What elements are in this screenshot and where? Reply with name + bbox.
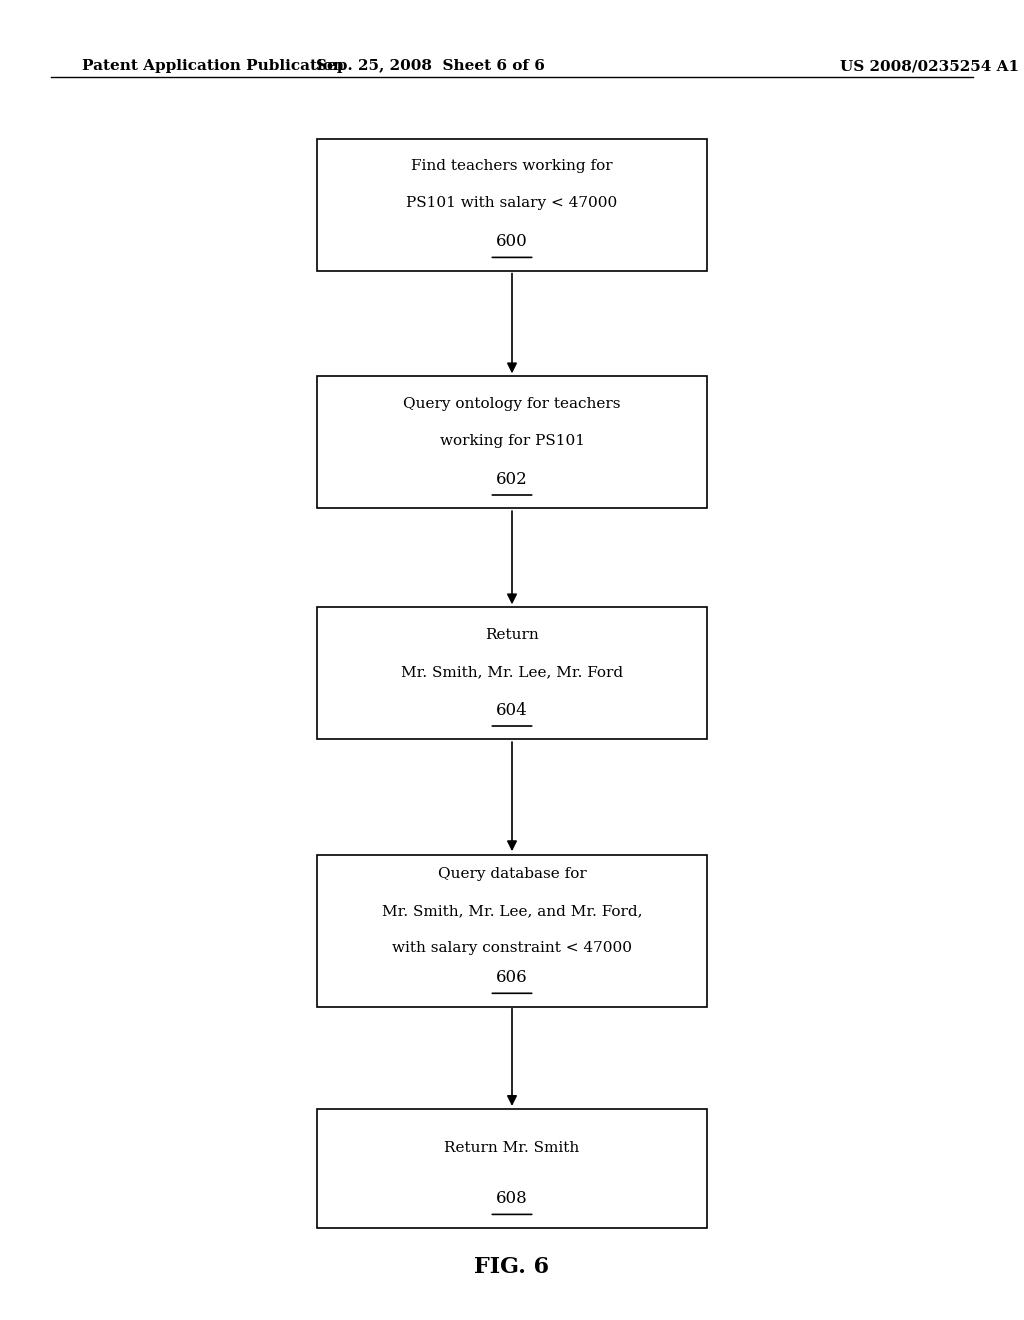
FancyBboxPatch shape (317, 1109, 707, 1228)
Text: 602: 602 (496, 471, 528, 487)
Text: Patent Application Publication: Patent Application Publication (82, 59, 344, 74)
Text: Find teachers working for: Find teachers working for (412, 160, 612, 173)
Text: Mr. Smith, Mr. Lee, Mr. Ford: Mr. Smith, Mr. Lee, Mr. Ford (401, 665, 623, 678)
Text: Query database for: Query database for (437, 867, 587, 880)
Text: Return Mr. Smith: Return Mr. Smith (444, 1142, 580, 1155)
Text: 600: 600 (496, 234, 528, 249)
Text: 604: 604 (496, 702, 528, 718)
Text: working for PS101: working for PS101 (439, 434, 585, 447)
Text: PS101 with salary < 47000: PS101 with salary < 47000 (407, 197, 617, 210)
Text: Query ontology for teachers: Query ontology for teachers (403, 397, 621, 411)
Text: FIG. 6: FIG. 6 (474, 1257, 550, 1278)
Text: Return: Return (485, 628, 539, 642)
Text: Mr. Smith, Mr. Lee, and Mr. Ford,: Mr. Smith, Mr. Lee, and Mr. Ford, (382, 904, 642, 917)
FancyBboxPatch shape (317, 139, 707, 271)
FancyBboxPatch shape (317, 855, 707, 1006)
Text: US 2008/0235254 A1: US 2008/0235254 A1 (840, 59, 1019, 74)
Text: Sep. 25, 2008  Sheet 6 of 6: Sep. 25, 2008 Sheet 6 of 6 (315, 59, 545, 74)
FancyBboxPatch shape (317, 376, 707, 508)
Text: 606: 606 (497, 969, 527, 986)
Text: with salary constraint < 47000: with salary constraint < 47000 (392, 941, 632, 954)
Text: 608: 608 (496, 1191, 528, 1206)
FancyBboxPatch shape (317, 607, 707, 739)
